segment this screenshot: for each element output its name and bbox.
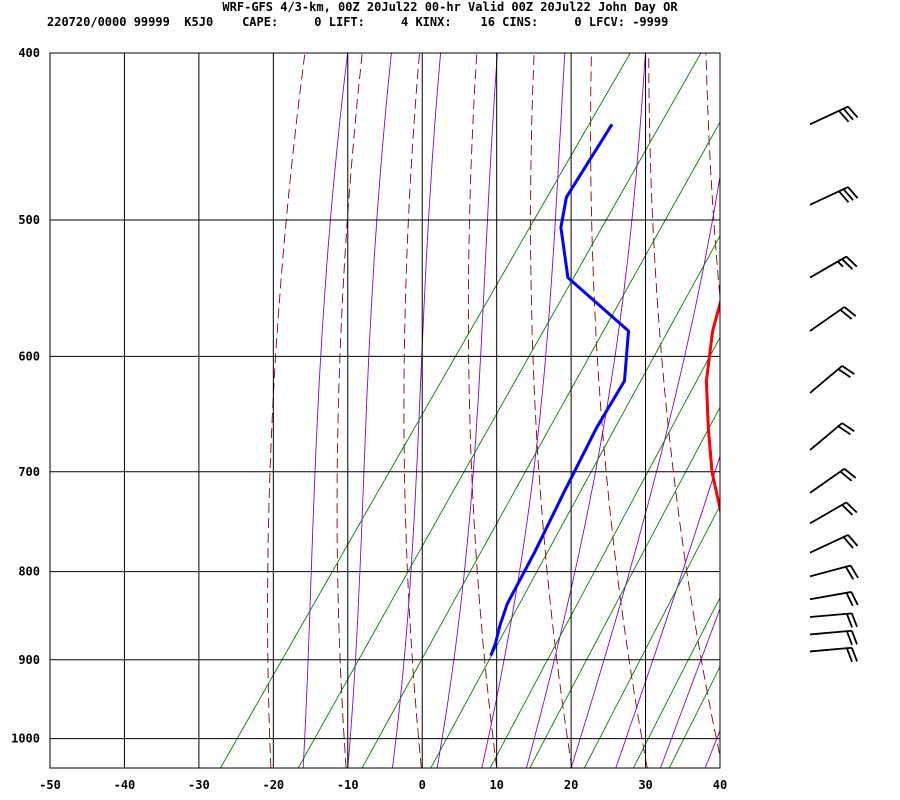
tick-labels: -50 -40 -30 -20 -10 0 10 20 30 40 400 500 600 700 800 9…	[11, 46, 727, 792]
wind-barb	[809, 501, 858, 525]
wind-barb	[809, 534, 859, 554]
y-tick-label: 500	[18, 213, 40, 227]
wind-barbs	[809, 105, 859, 663]
plot-frame	[49, 52, 721, 769]
mixing-ratio-line	[668, 665, 720, 768]
dry-adiabat	[762, 15, 873, 768]
x-tick-label: 10	[489, 778, 503, 792]
dry-adiabat	[336, 53, 363, 768]
wind-barb	[809, 468, 857, 494]
moist-adiabat	[525, 53, 646, 768]
dry-adiabat	[875, 15, 900, 768]
dry-adiabat	[403, 53, 422, 768]
y-tick-label: 1000	[11, 732, 40, 746]
x-tick-label: -10	[337, 778, 359, 792]
wind-barb	[809, 365, 855, 394]
wind-barb	[809, 105, 859, 126]
chart-title: WRF-GFS 4/3-km, 00Z 20Jul22 00-hr Valid …	[222, 0, 678, 14]
x-tick-label: 0	[419, 778, 426, 792]
mixing-ratio-line	[220, 53, 631, 768]
x-tick-label: 30	[638, 778, 652, 792]
grid-lines	[49, 52, 721, 768]
x-tick-label: -40	[114, 778, 136, 792]
dry-adiabat	[530, 53, 573, 768]
dry-adiabat	[818, 15, 900, 768]
wind-barb	[809, 186, 859, 206]
wind-barb	[809, 629, 858, 646]
moist-adiabat	[659, 607, 720, 768]
moist-adiabat	[615, 454, 720, 768]
y-tick-label: 400	[18, 46, 40, 60]
background-lines	[220, 15, 900, 768]
dry-adiabat	[705, 53, 720, 303]
x-tick-label: -20	[262, 778, 284, 792]
profile-lines	[489, 123, 720, 657]
dry-adiabat	[267, 53, 306, 768]
mixing-ratio-line	[632, 596, 720, 768]
dry-adiabat	[648, 53, 720, 759]
x-tick-label: -50	[39, 778, 61, 792]
mixing-ratio-line	[583, 504, 720, 768]
sounding-profile-line	[704, 298, 720, 515]
y-tick-label: 700	[18, 465, 40, 479]
moist-adiabat	[704, 729, 720, 768]
sounding-profile-line	[489, 123, 630, 657]
y-tick-label: 800	[18, 565, 40, 579]
wind-barb	[809, 255, 858, 279]
wind-barb	[809, 612, 858, 628]
x-tick-label: 20	[564, 778, 578, 792]
wind-barb	[809, 306, 857, 332]
moist-adiabat	[481, 53, 566, 768]
moist-adiabat	[570, 173, 720, 768]
mixing-ratio-line	[361, 121, 720, 768]
moist-adiabat	[750, 15, 900, 768]
moist-adiabat	[391, 53, 442, 768]
dry-adiabat	[590, 53, 648, 768]
mixing-ratio-line	[297, 53, 702, 768]
wind-barb	[809, 422, 855, 451]
wind-barb	[809, 591, 859, 607]
mixing-ratio-line	[529, 406, 720, 768]
y-tick-label: 600	[18, 349, 40, 363]
x-tick-label: -30	[188, 778, 210, 792]
moist-adiabat	[302, 53, 349, 768]
mixing-ratio-line	[430, 234, 720, 768]
moist-adiabat	[347, 53, 392, 768]
x-tick-label: 40	[713, 778, 727, 792]
sounding-stats: 220720/0000 99999 K5J0 CAPE: 0 LIFT: 4 K…	[47, 15, 668, 29]
wind-barb	[809, 646, 858, 663]
moist-adiabat	[794, 15, 900, 768]
y-tick-label: 900	[18, 653, 40, 667]
mixing-ratio-line	[489, 336, 720, 768]
wind-barb	[809, 564, 859, 580]
moist-adiabat	[839, 15, 900, 768]
moist-adiabat	[436, 53, 498, 768]
